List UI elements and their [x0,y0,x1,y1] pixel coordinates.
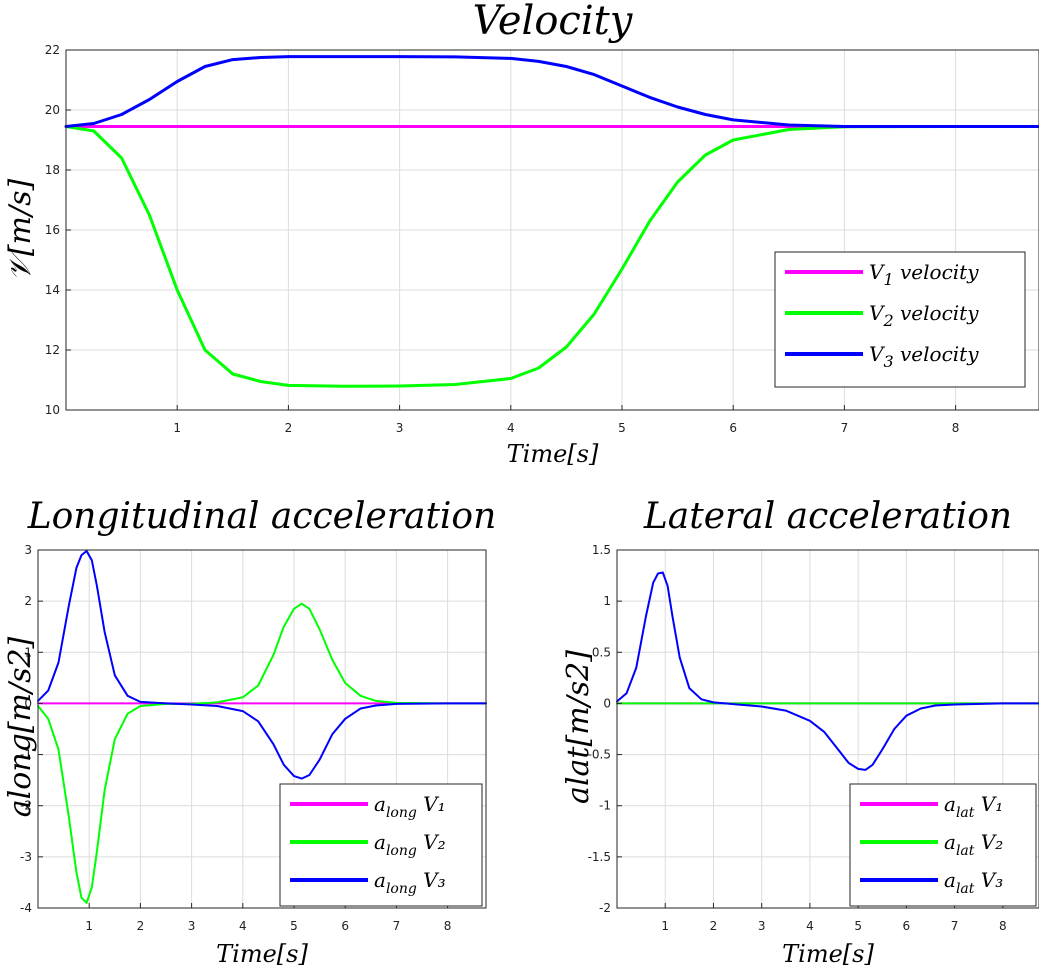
y-tick-label: -4 [20,901,32,915]
x-tick-label: 5 [618,421,626,435]
legend-box [774,251,1026,388]
legend-entry: V1 velocity [869,260,979,289]
y-tick-label: 10 [45,403,60,417]
series-line-3 [64,55,1039,128]
y-tick-label: 1 [603,594,611,608]
y-tick-label: 1 [24,645,32,659]
x-tick-label: 7 [951,919,959,933]
x-axis-label: Time[s] [507,440,599,468]
series-line-3 [37,550,487,780]
plot-frame [37,549,487,909]
x-tick-label: 4 [806,919,814,933]
series-line-3 [616,571,1039,771]
legend: along V₁ along V₂ along V₃ [279,783,483,907]
x-tick-label: 5 [290,919,298,933]
chart-1: 1 2 3 4 5 6 7 8 -4 -3 -2 -1 0 1 2 3 Longitudinal acceler… [3,496,496,968]
y-axis-label: alat[m/s2] [561,650,596,804]
y-tick-label: 3 [24,543,32,557]
legend-entry: along V₃ [374,868,446,897]
y-tick-label: -1 [20,748,32,762]
x-tick-label: 5 [854,919,862,933]
x-tick-label: 2 [285,421,293,435]
chart-0: 1 2 3 4 5 6 7 810121416182022VelocityTime[s]𝒱[m… [3,0,1039,468]
y-tick-label: 0 [603,696,611,710]
legend-entry: alat V₁ [944,792,1003,821]
legend-entry: V3 velocity [869,342,979,371]
x-tick-label: 4 [507,421,515,435]
x-axis-label: Time[s] [782,940,874,968]
series-line-2 [64,125,1039,388]
legend-entry: along V₁ [374,792,446,821]
x-tick-label: 1 [661,919,669,933]
y-tick-label: -2 [599,901,611,915]
y-axis-label: 𝒱[m/s] [3,179,38,282]
x-tick-label: 2 [710,919,718,933]
chart-title: Velocity [473,0,634,44]
y-tick-label: 14 [45,283,60,297]
plot-frame [616,549,1039,909]
y-tick-label: 12 [45,343,60,357]
x-tick-label: 7 [841,421,849,435]
x-tick-label: 3 [396,421,404,435]
series-line-2 [37,602,487,904]
y-tick-label: 2 [24,594,32,608]
legend-entry: along V₂ [374,830,446,859]
x-tick-label: 2 [137,919,145,933]
x-tick-label: 6 [729,421,737,435]
chart-title: Lateral acceleration [643,496,1012,537]
legend: V1 velocity V2 velocity V3 velocity [774,251,1026,388]
x-tick-label: 8 [444,919,452,933]
x-tick-label: 3 [758,919,766,933]
y-tick-label: 20 [45,103,60,117]
x-tick-label: 6 [903,919,911,933]
y-tick-label: 0.5 [592,645,611,659]
y-tick-label: 0 [24,696,32,710]
legend-entry: V2 velocity [869,301,979,330]
legend-entry: alat V₃ [944,868,1003,897]
x-tick-label: 7 [393,919,401,933]
x-tick-label: 1 [85,919,93,933]
x-tick-label: 1 [173,421,181,435]
y-tick-label: 1.5 [592,543,611,557]
y-tick-label: 18 [45,163,60,177]
legend-entry: alat V₂ [944,830,1003,859]
y-tick-label: 16 [45,223,60,237]
y-tick-label: -0.5 [588,748,611,762]
x-axis-label: Time[s] [216,940,308,968]
x-tick-label: 6 [341,919,349,933]
y-tick-label: -2 [20,799,32,813]
y-tick-label: -1 [599,799,611,813]
chart-title: Longitudinal acceleration [27,496,497,537]
x-tick-label: 4 [239,919,247,933]
x-tick-label: 8 [952,421,960,435]
chart-2: 1 2 3 4 5 6 7 8 -2 -1.5 -1 -0.5 0 0.5 1 1.5 Lateral acce… [561,496,1039,968]
y-tick-label: -3 [20,850,32,864]
y-axis-label: along[m/s2] [3,636,38,817]
x-tick-label: 8 [999,919,1007,933]
legend: alat V₁ alat V₂ alat V₃ [849,783,1037,907]
x-tick-label: 3 [188,919,196,933]
y-tick-label: -1.5 [588,850,611,864]
y-tick-label: 22 [45,43,60,57]
